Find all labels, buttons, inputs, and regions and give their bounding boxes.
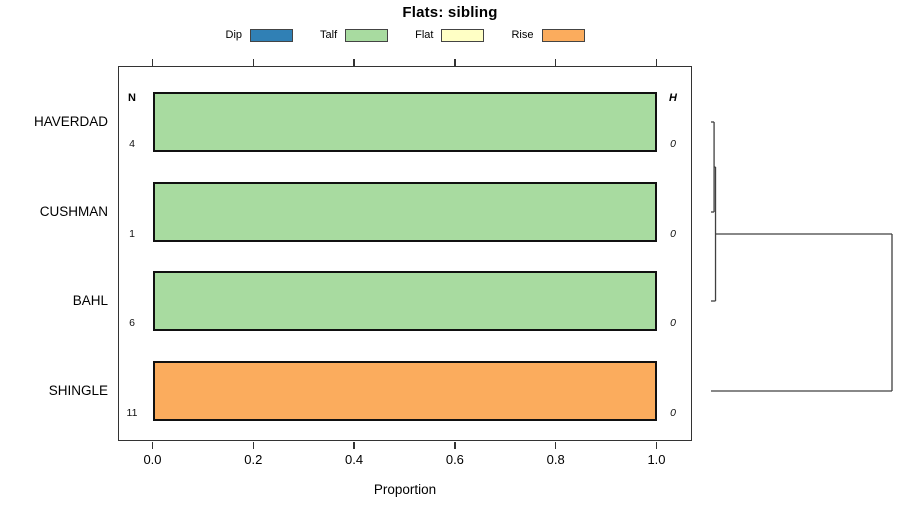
axis-tick-top [353,59,355,66]
bar-segment [152,361,657,421]
legend-item-rise: Rise [511,28,585,42]
axis-tick-bottom [454,442,456,449]
legend-swatch-dip [250,28,294,42]
category-label: SHINGLE [48,383,108,398]
h-value: 0 [670,317,676,329]
h-column-header: H [669,92,677,104]
n-column-header: N [128,92,136,104]
bar-segment [152,92,657,152]
legend-swatch-rise [541,28,585,42]
legend-label: Talf [320,29,338,41]
category-label: BAHL [72,293,108,308]
axis-tick-label: 0.6 [445,452,464,467]
axis-tick-label: 0.2 [244,452,263,467]
axis-tick-label: 1.0 [647,452,666,467]
legend-item-talf: Talf [320,28,389,42]
legend-item-dip: Dip [225,28,294,42]
axis-tick-bottom [655,442,658,449]
category-label: HAVERDAD [33,114,108,129]
axis-tick-top [454,59,456,66]
chart-title: Flats: sibling [402,4,498,21]
axis-tick-bottom [252,442,255,449]
bar-segment [152,271,657,331]
legend-item-flat: Flat [415,28,485,42]
legend-label: Rise [511,29,534,41]
bar-segment [152,182,657,242]
axis-tick-top [554,59,557,66]
legend-label: Dip [225,29,243,41]
axis-tick-label: 0.0 [143,452,162,467]
n-value: 4 [129,138,135,150]
axis-tick-bottom [151,442,154,449]
n-value: 11 [126,407,138,419]
legend-label: Flat [415,29,434,41]
axis-tick-top [151,59,154,66]
axis-tick-label: 0.8 [546,452,565,467]
n-value: 1 [129,228,135,240]
legend-swatch-flat [441,28,485,42]
h-value: 0 [670,407,676,419]
h-value: 0 [670,138,676,150]
h-value: 0 [670,228,676,240]
axis-tick-bottom [554,442,557,449]
axis-tick-label: 0.4 [345,452,364,467]
axis-tick-bottom [353,442,355,449]
category-label: CUSHMAN [39,204,108,219]
n-value: 6 [129,317,135,329]
axis-tick-top [252,59,255,66]
axis-tick-top [655,59,658,66]
x-axis-label: Proportion [373,482,437,497]
legend-swatch-talf [345,28,389,42]
legend: Dip Talf Flat Rise [118,26,692,44]
